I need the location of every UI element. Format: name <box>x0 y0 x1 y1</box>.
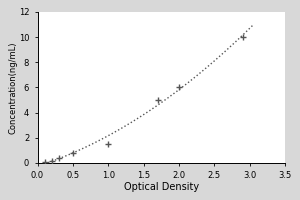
Y-axis label: Concentration(ng/mL): Concentration(ng/mL) <box>8 41 17 134</box>
X-axis label: Optical Density: Optical Density <box>124 182 199 192</box>
